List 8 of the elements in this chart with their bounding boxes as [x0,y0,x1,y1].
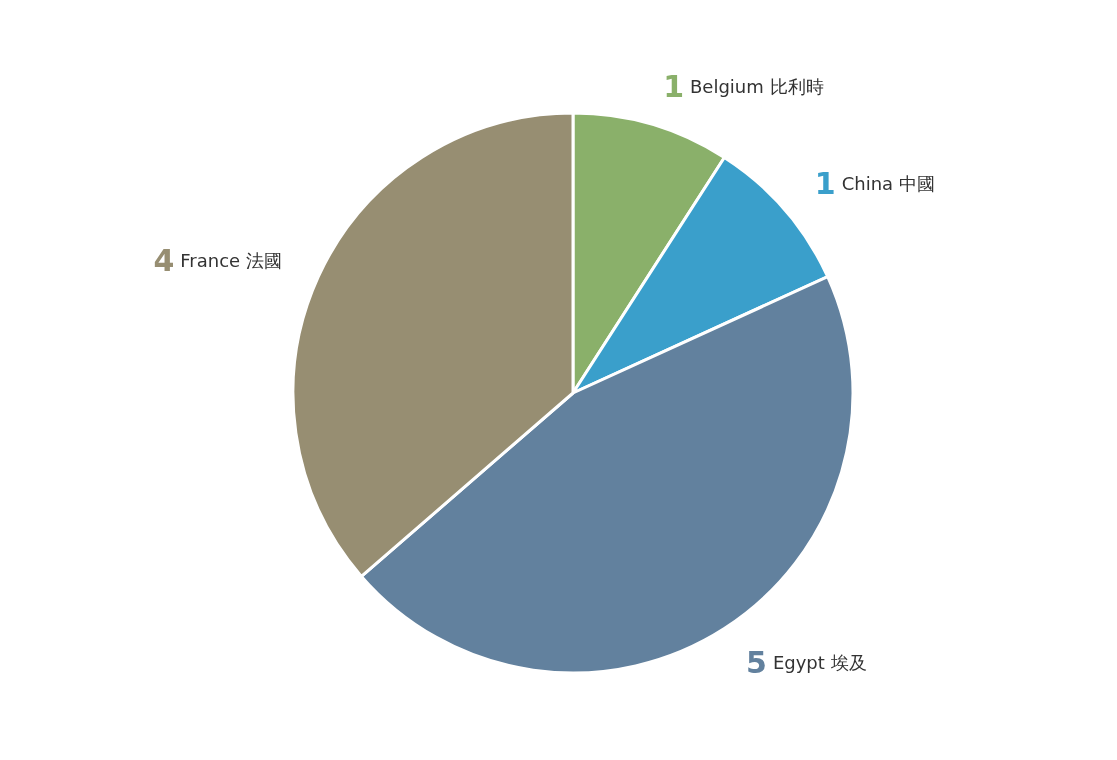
slice-label: Belgium 比利時 [690,75,824,97]
data-label: 5 [746,644,767,680]
data-label: 1 [663,68,685,104]
slice-label: France 法國 [180,249,282,271]
slice-label: Egypt 埃及 [772,651,867,673]
slice-label: China 中國 [841,172,935,194]
data-label: 4 [153,242,175,278]
data-label: 1 [814,165,836,201]
